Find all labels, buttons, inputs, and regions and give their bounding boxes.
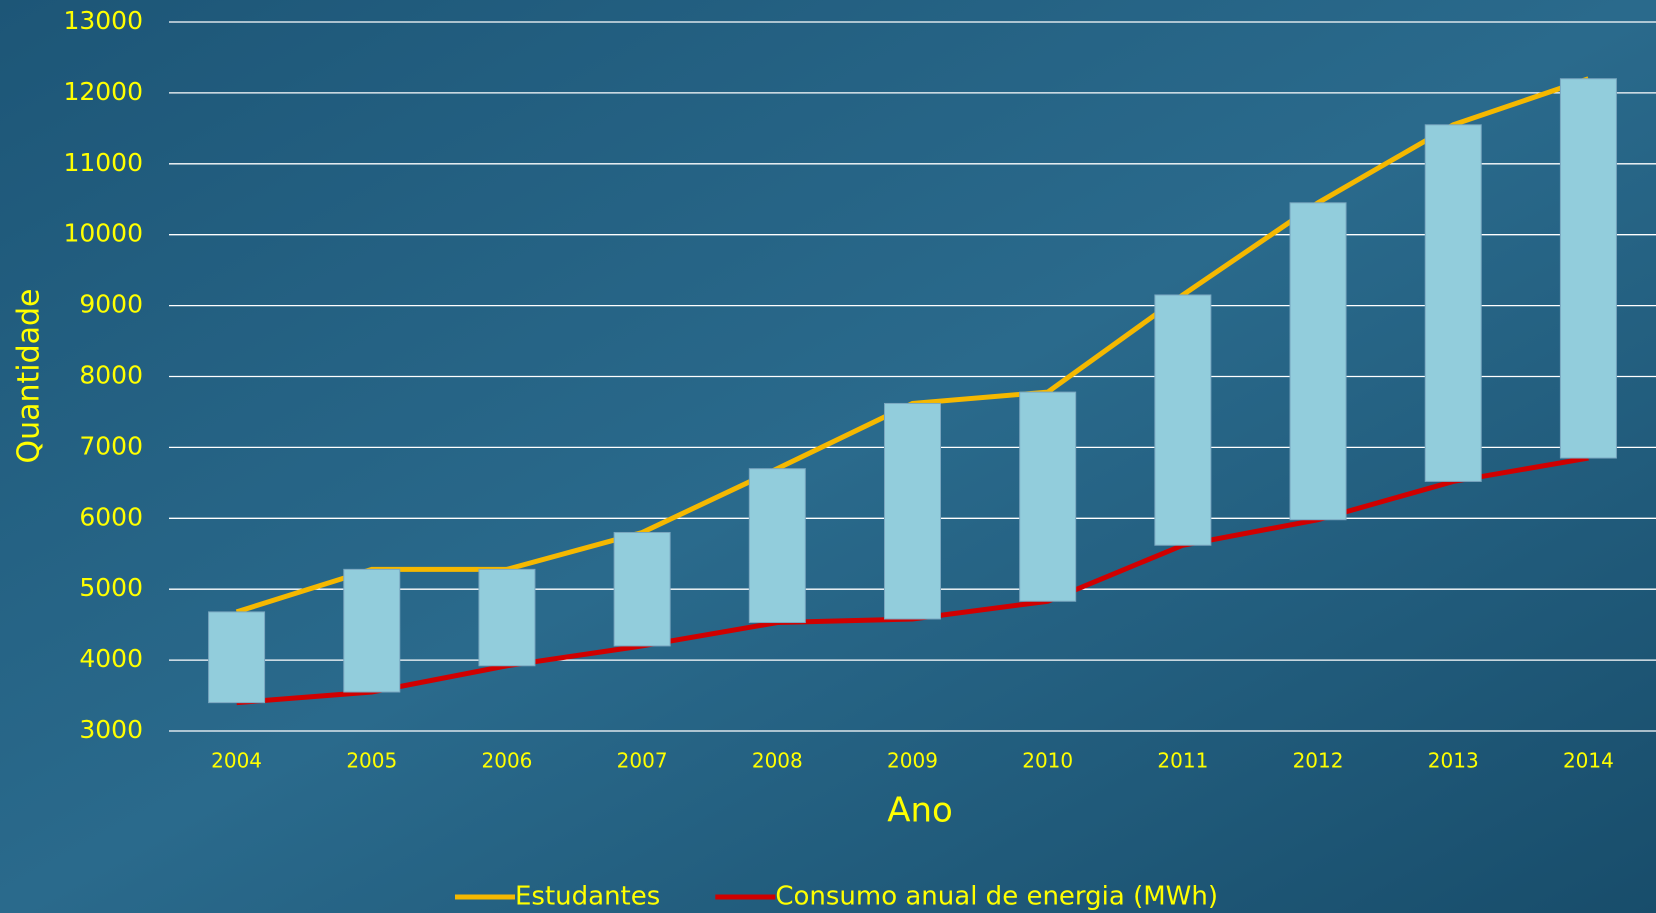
y-tick-label: 4000 xyxy=(79,644,143,673)
up-down-bar xyxy=(1424,124,1482,482)
y-tick-label: 8000 xyxy=(79,361,143,390)
up-down-bar xyxy=(748,468,806,624)
up-down-bar xyxy=(1154,294,1212,546)
x-tick-label: 2010 xyxy=(1022,749,1073,773)
x-tick-label: 2011 xyxy=(1157,749,1208,773)
legend-label: Consumo anual de energia (MWh) xyxy=(775,882,1218,912)
y-tick-label: 10000 xyxy=(63,219,143,248)
y-tick-label: 3000 xyxy=(79,715,143,744)
up-down-bar xyxy=(1559,78,1617,459)
y-axis-label: Quantidade xyxy=(12,288,47,463)
x-tick-label: 2005 xyxy=(346,749,397,773)
x-tick-label: 2013 xyxy=(1428,749,1479,773)
up-down-bar xyxy=(1019,391,1077,602)
x-tick-label: 2006 xyxy=(482,749,533,773)
x-tick-label: 2004 xyxy=(211,749,262,773)
y-tick-label: 11000 xyxy=(63,148,143,177)
y-tick-label: 13000 xyxy=(63,6,143,35)
up-down-bar xyxy=(478,568,536,667)
x-tick-label: 2014 xyxy=(1563,749,1614,773)
up-down-bar xyxy=(208,611,266,704)
x-tick-label: 2007 xyxy=(617,749,668,773)
y-tick-label: 12000 xyxy=(63,77,143,106)
y-tick-label: 7000 xyxy=(79,431,143,460)
up-down-bar xyxy=(884,402,941,620)
x-tick-label: 2009 xyxy=(887,749,938,773)
up-down-bar xyxy=(613,531,671,647)
y-tick-label: 9000 xyxy=(79,290,143,319)
x-tick-label: 2008 xyxy=(752,749,803,773)
legend-label: Estudantes xyxy=(515,882,660,912)
y-tick-label: 5000 xyxy=(79,573,143,602)
up-down-bar xyxy=(343,568,401,693)
x-tick-label: 2012 xyxy=(1293,749,1344,773)
x-axis-label: Ano xyxy=(887,791,953,831)
up-down-bar xyxy=(1289,202,1347,521)
y-tick-label: 6000 xyxy=(79,502,143,531)
